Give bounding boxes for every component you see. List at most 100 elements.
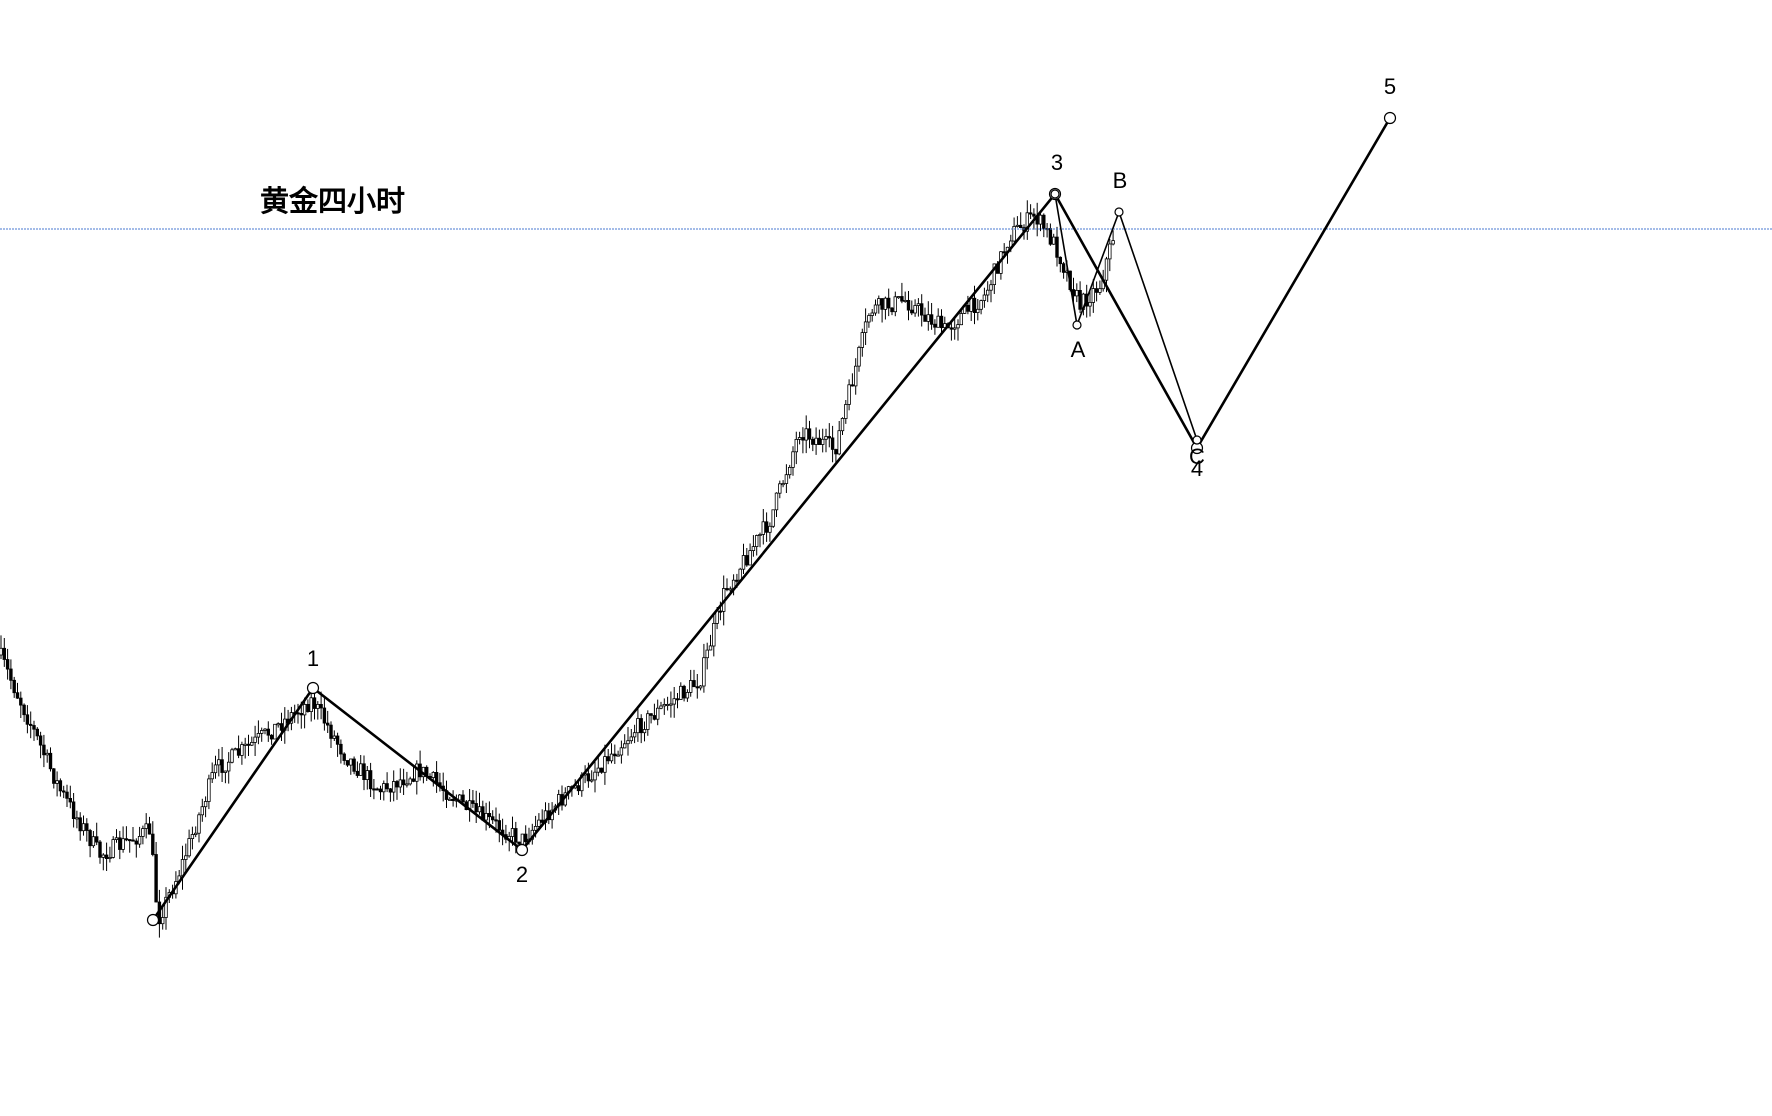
candle-body <box>1019 224 1023 229</box>
candle-body <box>982 294 987 301</box>
correction-point-marker <box>1072 320 1082 330</box>
candle-body <box>692 680 696 688</box>
candle-body <box>758 534 762 537</box>
candle-body <box>956 324 960 329</box>
candle-body <box>339 743 343 755</box>
candle-body <box>517 841 521 845</box>
candle-body <box>662 704 666 707</box>
candle-body <box>5 659 10 670</box>
candle-body <box>184 855 188 860</box>
candle-body <box>25 714 30 725</box>
candle-body <box>821 438 825 445</box>
candle-body <box>154 854 158 903</box>
candle-body <box>42 744 46 756</box>
candle-body <box>48 752 53 770</box>
candle-body <box>484 813 488 821</box>
candle-body <box>273 723 277 740</box>
candle-body <box>230 749 234 763</box>
candle-body <box>1091 288 1095 303</box>
candle-body <box>210 772 214 780</box>
candle-body <box>269 734 274 740</box>
candle-body <box>302 704 307 716</box>
candle-body <box>596 767 600 773</box>
candle-body <box>939 315 944 329</box>
candle-body <box>1094 288 1099 293</box>
candle-body <box>877 298 881 306</box>
candle-body <box>1042 214 1046 230</box>
candle-body <box>698 685 703 689</box>
candle-body <box>520 833 525 845</box>
candle-body <box>362 763 366 780</box>
candle-body <box>22 704 26 716</box>
wave-point-marker <box>515 843 529 857</box>
candle-body <box>233 748 237 751</box>
candle-body <box>197 814 201 834</box>
candle-body <box>118 837 122 850</box>
candle-body <box>870 312 874 316</box>
candle-body <box>837 430 841 455</box>
candle-body <box>75 817 79 820</box>
candle-body <box>590 779 594 782</box>
candle-body <box>1025 212 1029 232</box>
candle-body <box>811 438 815 445</box>
candle-body <box>325 722 330 726</box>
candle-body <box>873 304 878 314</box>
candle-body <box>613 753 617 757</box>
candle-body <box>151 833 155 855</box>
candle-body <box>652 715 657 720</box>
candle-body <box>52 768 56 784</box>
wave-point-marker <box>1383 111 1397 125</box>
candle-body <box>629 736 633 742</box>
candle-body <box>401 779 406 786</box>
candle-body <box>840 417 845 432</box>
candle-body <box>19 697 23 706</box>
candle-body <box>771 509 775 527</box>
candle-body <box>193 832 198 836</box>
candle-body <box>606 756 610 762</box>
candle-body <box>164 896 168 918</box>
correction-label: B <box>1113 168 1128 193</box>
candle-body <box>461 794 465 803</box>
candle-body <box>906 299 911 311</box>
candle-body <box>349 758 353 766</box>
candle-body <box>2 647 6 660</box>
candle-body <box>804 428 808 441</box>
candle-body <box>702 657 706 687</box>
candle-body <box>510 828 515 837</box>
candle-body <box>903 299 907 302</box>
candle-body <box>1111 240 1115 245</box>
candle-body <box>794 438 798 453</box>
candle-body <box>656 707 660 720</box>
candle-body <box>893 296 897 313</box>
wave-label: 4 <box>1191 456 1203 481</box>
candle-body <box>1055 236 1059 258</box>
candle-body <box>147 823 152 835</box>
candle-body <box>533 826 538 831</box>
candle-body <box>78 817 82 832</box>
candle-body <box>411 778 416 782</box>
candle-body <box>0 647 3 656</box>
candle-body <box>900 296 904 302</box>
candle-body <box>144 823 148 829</box>
candle-body <box>1104 258 1109 281</box>
candle-body <box>986 289 990 296</box>
candle-body <box>524 833 528 843</box>
candle-body <box>741 555 746 570</box>
candle-body <box>646 713 650 730</box>
candle-body <box>378 788 383 793</box>
candle-body <box>28 723 33 726</box>
candle-body <box>636 718 640 734</box>
candle-body <box>342 753 346 761</box>
candle-body <box>226 761 231 772</box>
candle-body <box>913 305 917 314</box>
candle-body <box>966 304 970 312</box>
candle-body <box>751 546 756 551</box>
candle-body <box>1012 225 1016 242</box>
candle-body <box>111 839 115 858</box>
candle-body <box>203 801 208 808</box>
candle-body <box>850 384 855 387</box>
candle-body <box>375 788 379 791</box>
candle-body <box>834 449 838 455</box>
candle-body <box>299 713 303 716</box>
